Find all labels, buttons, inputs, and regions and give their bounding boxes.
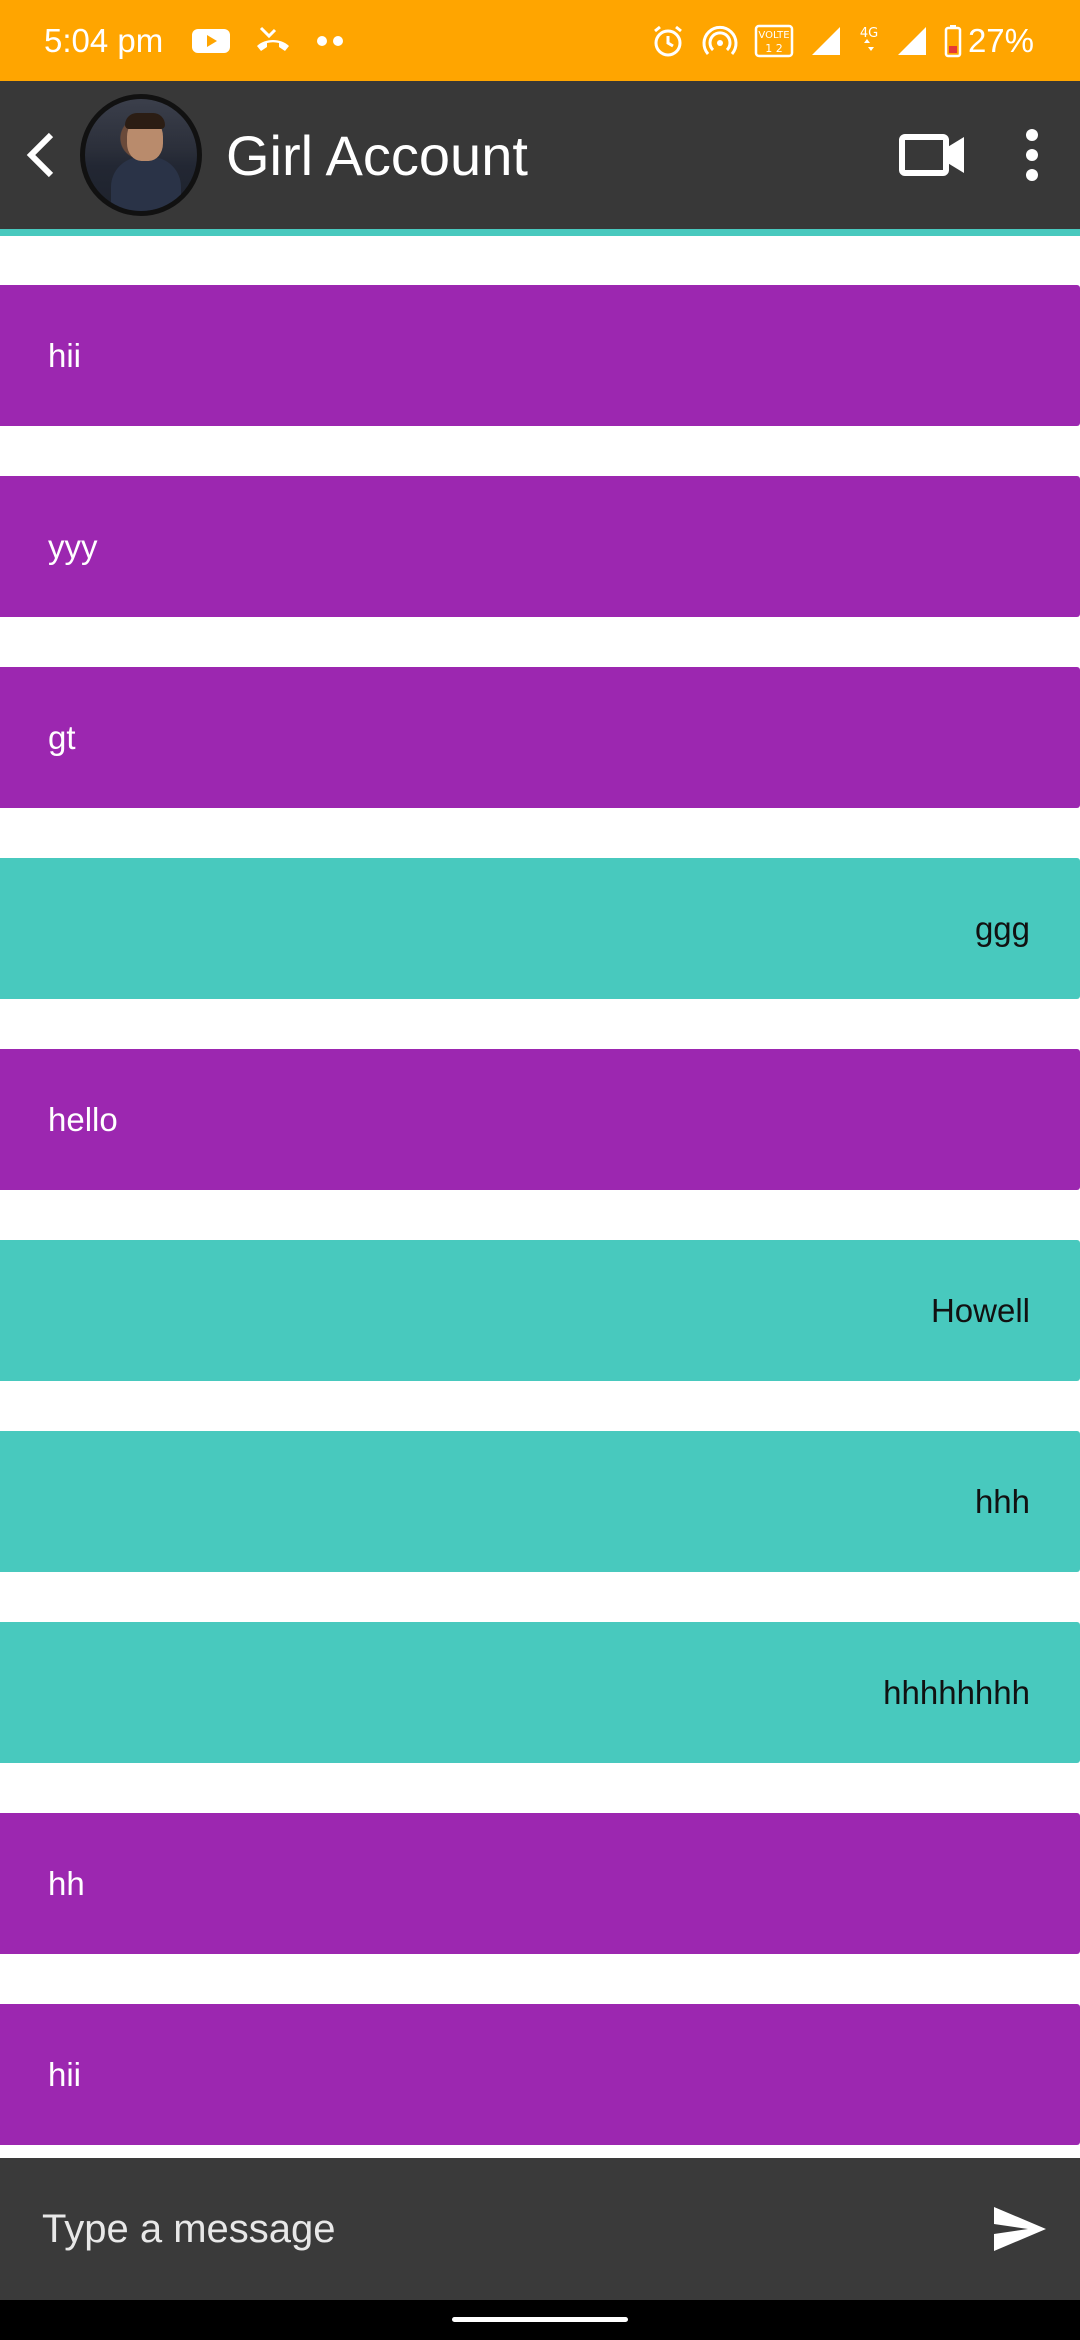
system-nav-bar	[0, 2300, 1080, 2340]
message-bubble-received[interactable]: hh	[0, 1813, 1080, 1954]
message-list[interactable]: hii yyy gt ggg hello Howell hhh hhhhhhhh…	[0, 236, 1080, 2156]
message-text: yyy	[48, 527, 98, 565]
video-camera-icon	[899, 134, 964, 176]
send-icon	[994, 2207, 1046, 2251]
youtube-icon	[191, 26, 231, 56]
message-bubble-sent[interactable]: ggg	[0, 858, 1080, 999]
volte-icon: VOLTE 1 2	[754, 24, 794, 58]
message-bubble-received[interactable]: yyy	[0, 476, 1080, 617]
battery-percent: 27%	[967, 21, 1034, 59]
message-text: hello	[48, 1100, 118, 1138]
message-bubble-received[interactable]: hii	[0, 285, 1080, 426]
video-call-button[interactable]	[888, 81, 978, 229]
contact-name[interactable]: Girl Account	[226, 123, 528, 187]
avatar-figure-hair	[125, 113, 165, 129]
message-text: Howell	[930, 1291, 1030, 1329]
hotspot-icon	[702, 23, 738, 59]
avatar[interactable]	[80, 94, 202, 216]
alarm-icon	[650, 23, 686, 59]
message-text: hhhhhhhh	[883, 1673, 1030, 1711]
missed-call-icon	[253, 24, 293, 58]
4g-icon: 4G	[858, 23, 880, 59]
status-bar: 5:04 pm VOLTE 1 2	[0, 0, 1080, 81]
message-bubble-sent[interactable]: hhhhhhhh	[0, 1622, 1080, 1763]
message-input[interactable]	[0, 2158, 960, 2300]
avatar-figure-body	[111, 157, 181, 211]
message-bubble-received[interactable]: hii	[0, 2004, 1080, 2145]
message-bubble-sent[interactable]: Howell	[0, 1240, 1080, 1381]
message-text: hh	[48, 1864, 85, 1902]
message-text: hii	[48, 2055, 82, 2093]
send-button[interactable]	[960, 2158, 1080, 2300]
message-bubble-received[interactable]: hello	[0, 1049, 1080, 1190]
more-vert-icon	[1026, 129, 1038, 181]
more-options-button[interactable]	[1002, 81, 1062, 229]
back-arrow-icon	[26, 132, 54, 178]
message-text: hhh	[974, 1482, 1030, 1520]
status-left: 5:04 pm	[44, 22, 367, 60]
home-indicator[interactable]	[452, 2316, 628, 2322]
message-text: hii	[48, 336, 82, 374]
svg-text:4G: 4G	[860, 26, 878, 41]
message-bubble-received[interactable]: gt	[0, 667, 1080, 808]
battery-low-icon	[944, 24, 962, 58]
svg-text:1 2: 1 2	[765, 42, 783, 55]
back-button[interactable]	[8, 81, 74, 229]
message-text: gt	[48, 718, 76, 756]
more-dots-icon	[315, 35, 345, 47]
status-time: 5:04 pm	[44, 21, 164, 59]
signal-icon	[810, 25, 842, 57]
chat-header: Girl Account	[0, 81, 1080, 229]
header-accent-line	[0, 229, 1080, 236]
signal-icon	[896, 25, 928, 57]
message-text: ggg	[974, 909, 1030, 947]
message-bubble-sent[interactable]: hhh	[0, 1431, 1080, 1572]
svg-text:VOLTE: VOLTE	[758, 30, 789, 41]
message-composer	[0, 2158, 1080, 2300]
status-right: VOLTE 1 2 4G 27%	[650, 22, 1034, 60]
